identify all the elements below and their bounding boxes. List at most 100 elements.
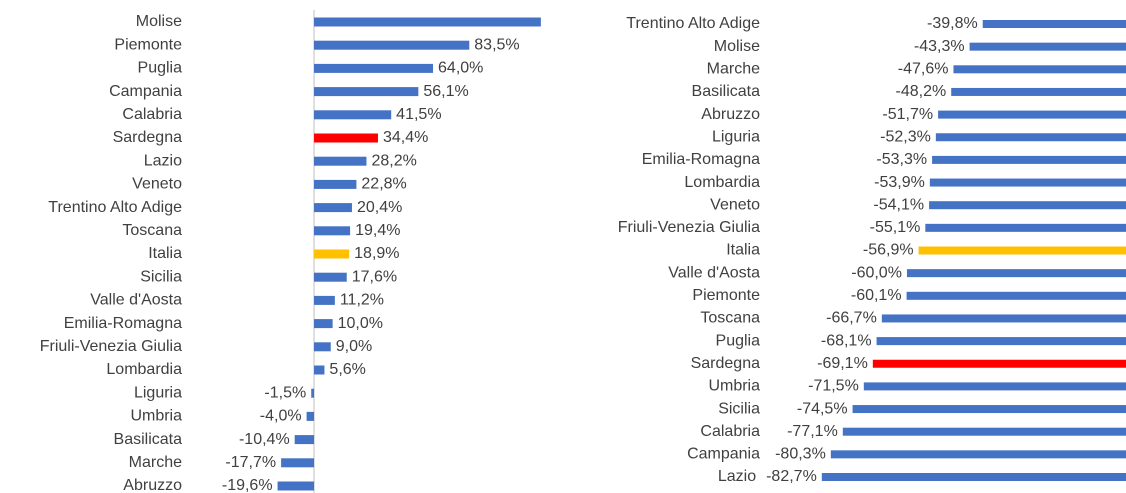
bar: [951, 87, 1126, 96]
value-label: -10,4%: [239, 431, 290, 448]
value-label: 11,2%: [340, 292, 384, 309]
bar: [863, 382, 1126, 391]
value-label: 34,4%: [383, 129, 428, 146]
bar: [314, 17, 541, 27]
value-label: -53,3%: [876, 151, 927, 168]
category-label: Abruzzo: [701, 106, 760, 123]
value-label: -80,3%: [775, 446, 826, 463]
bar: [311, 388, 315, 398]
bar: [314, 110, 392, 120]
bar: [929, 178, 1126, 187]
category-label: Lazio: [144, 152, 182, 169]
value-label: -60,0%: [851, 264, 902, 281]
bar: [314, 63, 434, 73]
value-label: -19,6%: [222, 477, 273, 493]
value-label: -55,1%: [870, 219, 921, 236]
value-label: 22,8%: [361, 176, 406, 193]
value-label: -51,7%: [882, 106, 933, 123]
category-label: Toscana: [700, 310, 760, 327]
category-label: Lazio: [718, 468, 756, 485]
value-label: 5,6%: [329, 361, 365, 378]
value-label: 17,6%: [352, 268, 397, 285]
value-label: 18,9%: [354, 245, 399, 262]
category-label: Lombardia: [684, 174, 760, 191]
value-label: 83,5%: [474, 36, 519, 53]
bar: [306, 411, 315, 421]
value-label: -74,5%: [797, 400, 848, 417]
category-label: Molise: [136, 13, 182, 30]
category-label: Basilicata: [692, 83, 761, 100]
value-label: -53,9%: [874, 174, 925, 191]
category-label: Piemonte: [114, 36, 182, 53]
category-label: Umbria: [708, 378, 760, 395]
bar: [314, 365, 325, 375]
value-label: 64,0%: [438, 60, 483, 77]
value-label: -66,7%: [826, 310, 877, 327]
category-label: Umbria: [130, 408, 182, 425]
bar: [872, 359, 1126, 368]
category-label: Friuli-Venezia Giulia: [618, 219, 760, 236]
category-label: Sardegna: [691, 355, 760, 372]
bar: [314, 342, 331, 352]
category-label: Sicilia: [140, 268, 182, 285]
bar: [281, 458, 315, 468]
category-label: Calabria: [700, 423, 760, 440]
value-label: 19,4%: [355, 222, 400, 239]
value-label: 20,4%: [357, 199, 402, 216]
category-label: Campania: [109, 83, 182, 100]
category-label: Calabria: [122, 106, 182, 123]
category-label: Marche: [129, 454, 182, 471]
bar: [982, 20, 1126, 28]
category-label: Sicilia: [718, 400, 760, 417]
value-label: -77,1%: [787, 423, 838, 440]
bar: [314, 156, 367, 166]
category-label: Abruzzo: [123, 477, 182, 493]
category-label: Valle d'Aosta: [668, 264, 760, 281]
value-label: 9,0%: [336, 338, 372, 355]
bar: [314, 203, 352, 213]
bar: [935, 133, 1126, 142]
category-label: Italia: [726, 242, 760, 259]
bar: [953, 65, 1126, 74]
value-label: -52,3%: [880, 128, 931, 145]
bar: [314, 295, 335, 305]
value-label: -4,0%: [260, 408, 302, 425]
value-label: -82,7%: [766, 468, 817, 485]
value-label: 41,5%: [396, 106, 441, 123]
value-label: -1,5%: [264, 384, 306, 401]
category-label: Valle d'Aosta: [90, 292, 182, 309]
bar: [929, 201, 1126, 210]
bar: [314, 272, 347, 282]
category-label: Liguria: [134, 384, 182, 401]
category-label: Liguria: [712, 128, 760, 145]
bar: [842, 427, 1126, 436]
bar: [314, 249, 350, 259]
bar: [314, 133, 378, 143]
value-label: -48,2%: [896, 83, 947, 100]
value-label: 56,1%: [423, 83, 468, 100]
bar: [314, 87, 419, 97]
bar: [821, 473, 1126, 481]
value-label: 10,0%: [338, 315, 383, 332]
category-label: Molise: [714, 38, 760, 55]
category-label: Campania: [687, 446, 760, 463]
bar: [314, 319, 333, 329]
category-label: Marche: [707, 61, 760, 78]
bar: [830, 450, 1126, 459]
category-label: Piemonte: [692, 287, 760, 304]
bar: [277, 481, 315, 491]
bar: [852, 405, 1126, 414]
category-label: Trentino Alto Adige: [626, 15, 760, 32]
category-label: Emilia-Romagna: [64, 315, 182, 332]
value-label: -47,6%: [898, 61, 949, 78]
value-label: 28,2%: [371, 152, 416, 169]
category-label: Italia: [148, 245, 182, 262]
value-label: -43,3%: [914, 38, 965, 55]
bar: [314, 179, 357, 189]
bar: [969, 42, 1126, 51]
bar: [881, 314, 1126, 323]
category-label: Basilicata: [114, 431, 183, 448]
bar: [932, 155, 1126, 164]
category-label: Veneto: [132, 176, 182, 193]
bar: [938, 110, 1126, 119]
